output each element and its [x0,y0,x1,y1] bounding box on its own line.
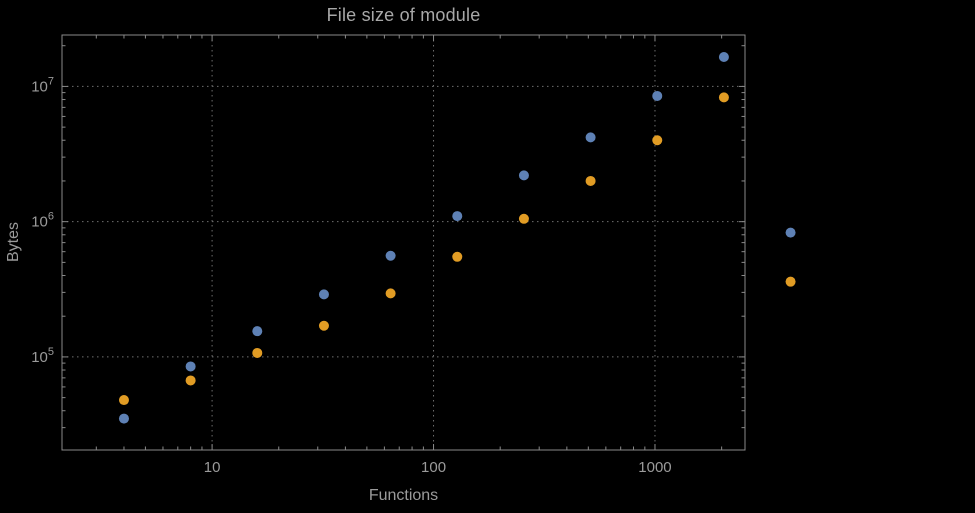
data-point-series-blue [652,90,663,101]
data-point-series-blue [118,413,129,424]
data-point-series-orange [252,347,263,358]
data-point-series-blue [452,211,463,222]
data-point-series-orange [385,288,396,299]
x-axis-label: Functions [368,487,439,504]
chart-title: File size of module [326,5,481,25]
data-point-series-blue [318,289,329,300]
data-point-series-blue [518,170,529,181]
data-point-series-orange [785,276,796,287]
x-tick-label: 10 [204,459,221,476]
data-point-series-orange [452,251,463,262]
data-point-series-orange [118,395,129,406]
data-point-series-blue [718,52,729,63]
x-tick-label: 1000 [638,459,671,476]
data-point-series-blue [585,132,596,143]
data-point-series-orange [585,175,596,186]
data-point-series-blue [185,361,196,372]
data-point-series-orange [185,375,196,386]
y-tick-label: 106 [31,211,54,231]
y-axis-label: Bytes [5,221,22,263]
y-tick-label: 107 [31,75,54,95]
data-point-series-orange [518,213,529,224]
data-point-series-blue [252,326,263,337]
data-point-series-blue [785,227,796,238]
plot-frame [61,34,746,451]
data-point-series-orange [318,320,329,331]
data-point-series-orange [652,135,663,146]
y-tick-label: 105 [31,346,54,366]
x-tick-label: 100 [421,459,446,476]
data-point-series-orange [718,92,729,103]
data-point-series-blue [385,250,396,261]
